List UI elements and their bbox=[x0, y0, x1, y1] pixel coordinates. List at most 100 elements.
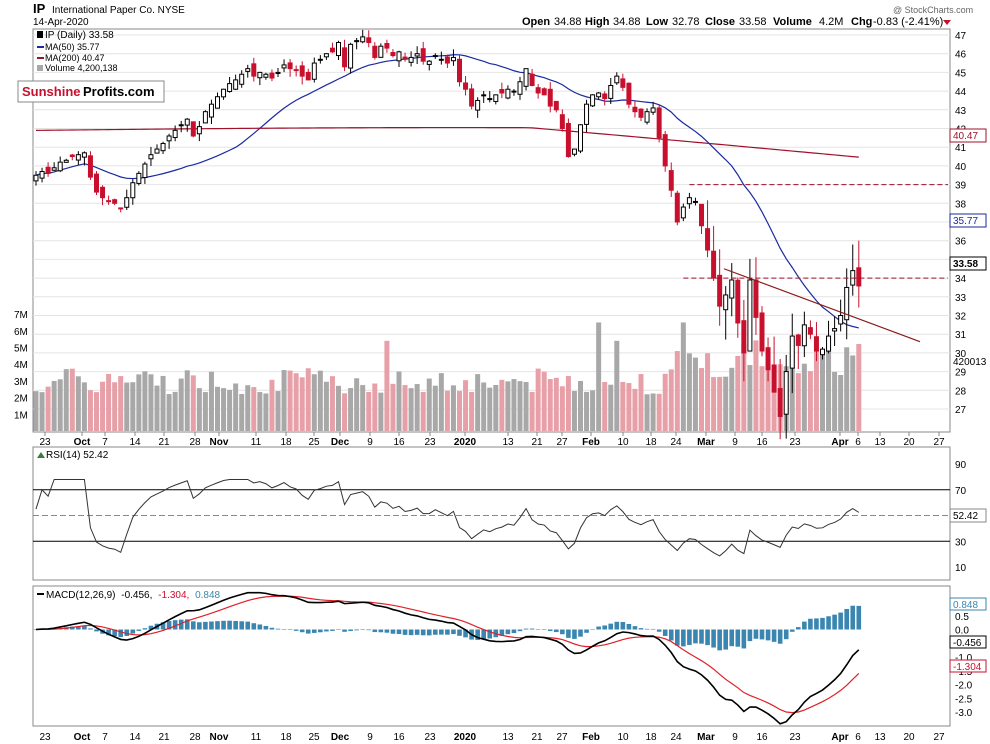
x-tick-label: 27 bbox=[556, 437, 568, 448]
x-tick-label: Feb bbox=[582, 437, 600, 448]
low-value: 32.78 bbox=[672, 16, 700, 28]
candle-body bbox=[626, 82, 632, 105]
volume-bar bbox=[493, 384, 499, 431]
x-tick-label: 24 bbox=[670, 437, 682, 448]
macd-histogram-bar bbox=[560, 629, 565, 635]
macd-histogram-bar bbox=[433, 629, 438, 635]
macd-histogram-bar bbox=[94, 629, 99, 632]
volume-bar bbox=[269, 379, 275, 431]
volume-bar bbox=[208, 371, 214, 431]
volume-bar bbox=[336, 385, 341, 431]
volume-bar bbox=[608, 384, 614, 431]
candle-body bbox=[372, 45, 378, 58]
volume-bar bbox=[251, 387, 257, 431]
candle-body bbox=[87, 155, 93, 178]
volume-bar bbox=[130, 382, 136, 431]
x-tick-label: 28 bbox=[189, 732, 201, 743]
x-tick-label: 21 bbox=[158, 437, 170, 448]
candle-body bbox=[844, 286, 850, 321]
macd-line bbox=[35, 591, 860, 725]
legend-volume-swatch bbox=[37, 65, 43, 71]
macd-histogram-bar bbox=[747, 629, 753, 642]
macd-histogram-bar bbox=[789, 629, 795, 632]
volume-bar bbox=[535, 368, 541, 431]
volume-bar bbox=[257, 392, 263, 431]
candle-body bbox=[826, 335, 832, 352]
volume-bar bbox=[233, 383, 239, 431]
price-tick-label: 39 bbox=[955, 181, 967, 192]
signal-badge-bg bbox=[949, 659, 987, 673]
macd-histogram-bar bbox=[130, 629, 136, 634]
macd-histogram-bar bbox=[832, 614, 837, 630]
macd-histogram-bar bbox=[384, 629, 390, 633]
candle-body bbox=[493, 94, 499, 102]
macd-histogram-bar bbox=[838, 612, 843, 630]
rsi-title: RSI(14) 52.42 bbox=[46, 450, 109, 461]
low-label: Low bbox=[646, 16, 668, 28]
macd-histogram-bar bbox=[566, 629, 571, 638]
price-tick-label: 29 bbox=[955, 368, 967, 379]
macd-title: MACD(12,26,9) -0.456, -1.304, 0.848 bbox=[46, 590, 221, 601]
macd-histogram-bar bbox=[729, 629, 735, 647]
volume-bar bbox=[644, 394, 650, 431]
volume-bar bbox=[100, 381, 106, 431]
candle-body bbox=[783, 371, 789, 415]
macd-histogram-bar bbox=[118, 629, 123, 637]
candle-body bbox=[305, 71, 311, 81]
price-tick-label: 38 bbox=[955, 199, 967, 210]
macd-histogram-bar bbox=[541, 629, 547, 630]
candle-body bbox=[801, 324, 807, 347]
macd-histogram-bar bbox=[723, 629, 728, 650]
volume-bar bbox=[801, 363, 807, 431]
macd-histogram-bar bbox=[372, 629, 378, 633]
chg-label: Chg bbox=[851, 16, 872, 28]
price-tick-label: 32 bbox=[955, 312, 967, 323]
x-tick-label: 18 bbox=[280, 732, 292, 743]
volume-bar bbox=[124, 382, 130, 431]
volume-bar bbox=[281, 370, 287, 431]
candle-body bbox=[245, 68, 251, 72]
watermark: @ StockCharts.com bbox=[893, 5, 973, 15]
x-tick-label: 2020 bbox=[454, 437, 477, 448]
volume-bar bbox=[348, 388, 354, 431]
macd-tick-label: 0.0 bbox=[955, 626, 969, 637]
candle-body bbox=[650, 107, 656, 113]
candle-body bbox=[511, 90, 517, 93]
volume-bar bbox=[481, 382, 487, 431]
macd-histogram-bar bbox=[408, 629, 414, 636]
legend-ma50: MA(50) 35.77 bbox=[45, 42, 100, 52]
candle-body bbox=[578, 124, 583, 152]
candle-body bbox=[366, 37, 372, 43]
macd-histogram-bar bbox=[650, 628, 656, 630]
x-tick-label: 6 bbox=[855, 732, 861, 743]
macd-histogram-bar bbox=[711, 629, 716, 648]
x-tick-label: Mar bbox=[697, 732, 715, 743]
volume-bar bbox=[396, 371, 402, 431]
volume-value: 4.2M bbox=[819, 16, 843, 28]
volume-bar bbox=[547, 379, 553, 431]
candle-body bbox=[342, 47, 348, 68]
macd-histogram-bar bbox=[336, 629, 341, 630]
x-tick-label: 9 bbox=[367, 732, 373, 743]
volume-bar bbox=[807, 371, 813, 431]
volume-bar bbox=[384, 340, 390, 431]
volume-bar bbox=[844, 347, 850, 431]
candle-body bbox=[723, 294, 729, 311]
candle-body bbox=[239, 73, 245, 85]
macd-histogram-bar bbox=[390, 629, 396, 634]
volume-bar bbox=[668, 369, 674, 431]
x-tick-label: 24 bbox=[670, 732, 682, 743]
candle-body bbox=[759, 312, 765, 352]
candle-body bbox=[729, 279, 735, 299]
volume-bar bbox=[112, 382, 118, 431]
candle-body bbox=[190, 121, 196, 137]
macd-histogram-bar bbox=[554, 629, 559, 633]
macd-histogram-bar bbox=[511, 629, 517, 634]
volume-bar bbox=[771, 365, 777, 431]
macd-histogram-bar bbox=[693, 629, 698, 644]
price-tick-label: 27 bbox=[955, 405, 967, 416]
macd-histogram-bar bbox=[547, 629, 553, 632]
macd-histogram-bar bbox=[505, 629, 511, 635]
macd-histogram-bar bbox=[741, 629, 747, 649]
candle-body bbox=[142, 163, 148, 179]
